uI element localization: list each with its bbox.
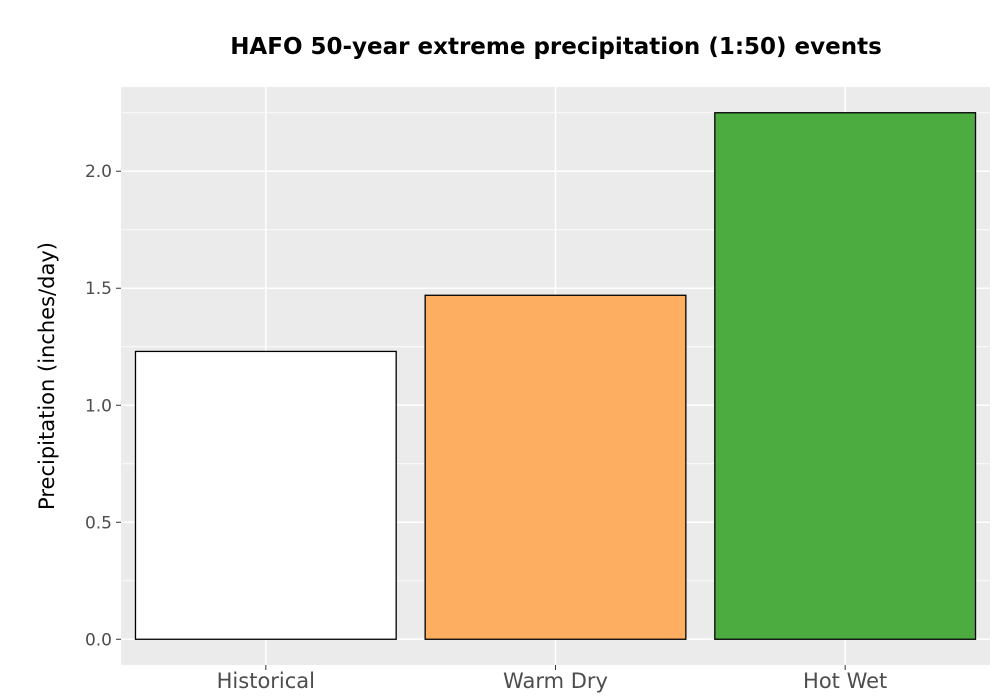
y-axis-title: Precipitation (inches/day) xyxy=(35,242,59,510)
y-tick-label: 2.0 xyxy=(85,162,112,182)
x-tick-label: Warm Dry xyxy=(503,669,608,693)
y-tick-label: 1.5 xyxy=(85,279,112,299)
axis-ticks: 0.0 0.5 1.0 1.5 2.0 Historical Warm Dry Hot Wet xyxy=(85,162,887,693)
chart-title: HAFO 50-year extreme precipitation (1:50… xyxy=(230,34,882,60)
bars xyxy=(134,112,977,640)
y-tick-label: 0.5 xyxy=(85,513,112,533)
x-tick-label: Hot Wet xyxy=(803,669,887,693)
bar-historical xyxy=(134,350,397,640)
bar-warm-dry xyxy=(424,294,687,640)
bar-hot-wet xyxy=(714,112,977,640)
y-tick-label: 0.0 xyxy=(85,630,112,650)
x-tick-label: Historical xyxy=(217,669,315,693)
y-tick-label: 1.0 xyxy=(85,396,112,416)
